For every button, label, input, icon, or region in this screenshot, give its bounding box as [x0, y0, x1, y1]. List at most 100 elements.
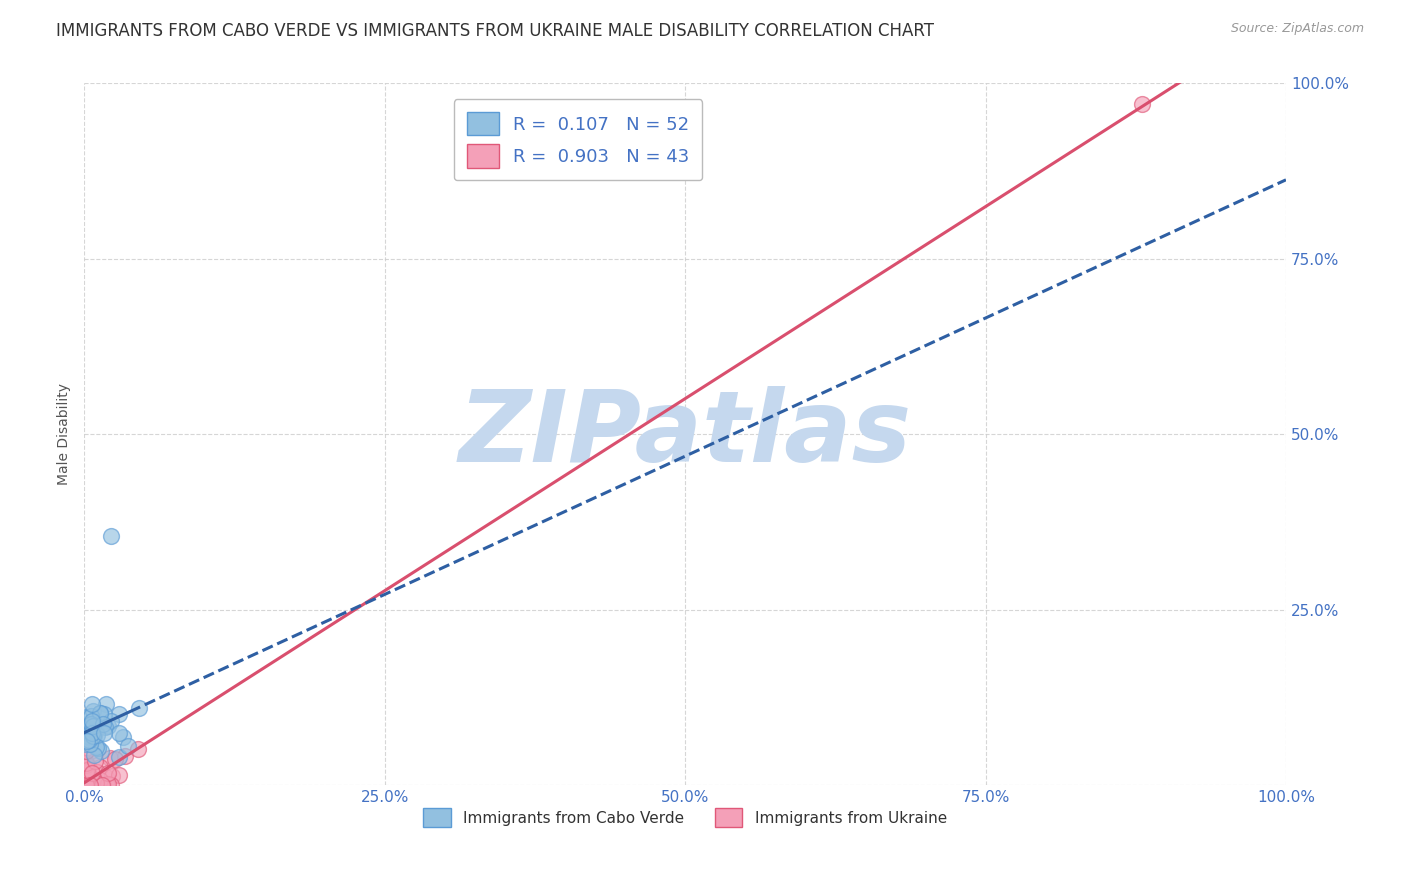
Text: Source: ZipAtlas.com: Source: ZipAtlas.com: [1230, 22, 1364, 36]
Point: [80, 744, 103, 758]
Point: [84, 724, 107, 739]
Point: [76, 778, 98, 792]
Point: [79, 709, 101, 723]
Point: [75, 778, 97, 792]
Point: [96, 770, 118, 784]
Point: [76, 778, 98, 792]
Point: [96, 697, 118, 711]
Point: [80, 728, 103, 742]
Point: [75, 721, 97, 735]
Point: [77, 778, 100, 792]
Point: [82, 714, 104, 729]
Point: [90, 743, 112, 757]
Point: [76, 721, 98, 735]
Point: [100, 778, 122, 792]
Point: [97, 777, 120, 791]
Point: [117, 739, 139, 753]
Point: [84, 740, 107, 755]
Point: [89, 759, 111, 773]
Point: [108, 706, 131, 721]
Point: [75, 765, 97, 780]
Point: [89, 706, 111, 720]
Point: [76, 778, 98, 792]
Point: [97, 766, 120, 780]
Point: [98, 750, 121, 764]
Point: [82, 704, 104, 718]
Point: [75, 771, 97, 785]
Point: [75, 737, 97, 751]
Point: [83, 724, 105, 739]
Point: [76, 767, 98, 781]
Point: [80, 726, 103, 740]
Point: [93, 707, 115, 722]
Point: [83, 716, 105, 731]
Point: [83, 730, 105, 744]
Point: [79, 778, 101, 792]
Point: [101, 769, 124, 783]
Point: [82, 728, 104, 742]
Point: [75, 744, 97, 758]
Point: [83, 747, 105, 762]
Point: [75, 756, 97, 771]
Point: [82, 729, 104, 743]
Point: [80, 717, 103, 731]
Point: [91, 717, 114, 731]
Point: [80, 717, 103, 731]
Point: [82, 718, 104, 732]
Point: [82, 778, 104, 792]
Point: [84, 754, 107, 768]
Y-axis label: Male Disability: Male Disability: [58, 384, 72, 485]
Point: [77, 730, 100, 744]
Point: [97, 719, 120, 733]
Point: [96, 778, 118, 792]
Point: [82, 697, 104, 711]
Point: [75, 729, 97, 743]
Text: IMMIGRANTS FROM CABO VERDE VS IMMIGRANTS FROM UKRAINE MALE DISABILITY CORRELATIO: IMMIGRANTS FROM CABO VERDE VS IMMIGRANTS…: [56, 22, 934, 40]
Point: [89, 706, 111, 721]
Point: [76, 734, 98, 748]
Point: [94, 720, 117, 734]
Point: [103, 752, 125, 766]
Point: [82, 722, 104, 736]
Point: [76, 727, 98, 741]
Point: [100, 714, 122, 728]
Point: [76, 764, 98, 778]
Point: [90, 778, 112, 792]
Point: [108, 749, 131, 764]
Point: [114, 749, 136, 764]
Point: [77, 778, 100, 792]
Point: [100, 529, 122, 543]
Point: [93, 726, 115, 740]
Point: [77, 762, 100, 776]
Point: [75, 773, 97, 788]
Point: [89, 772, 111, 787]
Point: [86, 765, 108, 780]
Point: [127, 742, 149, 756]
Point: [84, 775, 107, 789]
Point: [79, 737, 101, 751]
Point: [86, 728, 108, 742]
Point: [75, 777, 97, 791]
Point: [77, 733, 100, 747]
Point: [111, 731, 134, 745]
Point: [128, 701, 150, 715]
Point: [80, 725, 103, 739]
Point: [75, 710, 97, 724]
Point: [77, 727, 100, 741]
Point: [84, 723, 107, 737]
Point: [107, 726, 129, 740]
Point: [108, 768, 131, 782]
Point: [76, 778, 98, 792]
Text: ZIPatlas: ZIPatlas: [458, 385, 911, 483]
Point: [82, 765, 104, 780]
Point: [75, 723, 97, 737]
Point: [75, 758, 97, 772]
Point: [77, 759, 100, 773]
Point: [86, 740, 108, 755]
Point: [84, 778, 107, 792]
Point: [91, 778, 114, 792]
Point: [75, 778, 97, 792]
Legend: Immigrants from Cabo Verde, Immigrants from Ukraine: Immigrants from Cabo Verde, Immigrants f…: [418, 802, 953, 834]
Point: [77, 729, 100, 743]
Point: [1130, 97, 1153, 112]
